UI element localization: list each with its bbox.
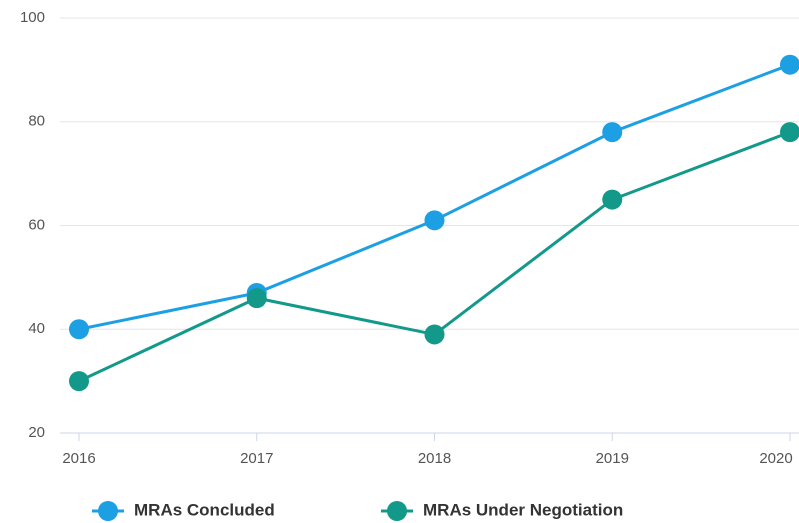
point <box>602 189 623 210</box>
point <box>602 122 623 143</box>
y-tick-label: 80 <box>28 113 45 130</box>
x-tick-label: 2016 <box>62 450 95 467</box>
legend-label: MRAs Under Negotiation <box>423 500 623 519</box>
point <box>424 324 445 345</box>
point <box>69 371 89 392</box>
point <box>780 122 799 143</box>
x-tick-label: 2020 <box>759 450 792 467</box>
point <box>780 54 799 75</box>
series-line <box>78 63 791 331</box>
y-tick-label: 60 <box>28 216 45 233</box>
legend-marker <box>387 501 407 521</box>
legend-marker <box>98 501 118 521</box>
y-tick-label: 100 <box>20 9 45 26</box>
legend-label: MRAs Concluded <box>134 500 275 519</box>
x-tick-label: 2017 <box>240 450 273 467</box>
point <box>246 288 267 309</box>
y-tick-label: 40 <box>28 320 45 337</box>
x-tick-label: 2018 <box>418 450 451 467</box>
point <box>69 319 89 340</box>
point <box>424 210 445 231</box>
y-tick-label: 20 <box>28 424 45 441</box>
x-tick-label: 2019 <box>596 450 629 467</box>
